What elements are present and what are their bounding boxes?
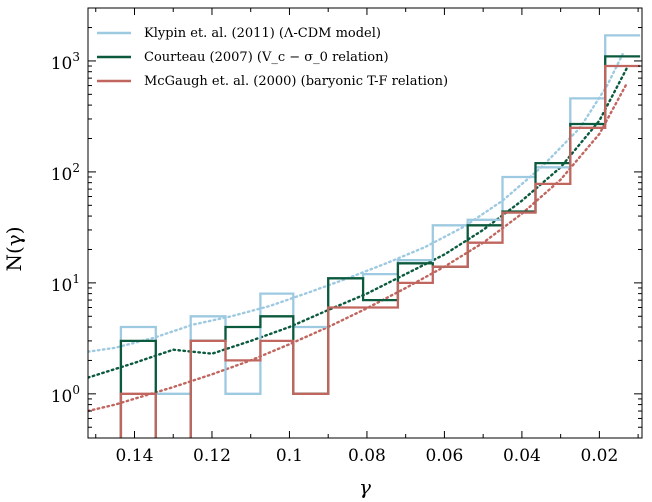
legend-label-1: Klypin et. al. (2011) (Λ-CDM model) [144,26,381,41]
legend-label-2: Courteau (2007) (V_c − σ_0 relation) [144,50,389,65]
fit-curve-3 [88,82,628,413]
x-tick-label: 0.14 [116,446,154,466]
x-tick-label: 0.02 [580,446,618,466]
y-axis-title: N(γ) [2,226,26,271]
axes: 0.14 0.12 0.1 0.08 0.06 0.04 0.02 100 101 102 103 [51,7,643,466]
x-tick-label: 0.1 [276,446,303,466]
y-tick-label: 103 [51,50,80,74]
histogram-2 [119,55,641,438]
x-tick-label: 0.06 [425,446,463,466]
plot-frame [87,7,643,439]
plot-area [88,34,641,438]
y-tick-label: 100 [51,383,80,407]
x-tick-label: 0.12 [193,446,231,466]
x-axis-title: γ [359,475,371,499]
y-tick-label: 102 [51,161,80,185]
fit-curve-1 [88,53,624,353]
x-tick-label: 0.08 [348,446,386,466]
fit-curve-2 [88,67,628,379]
legend-label-3: McGaugh et. al. (2000) (baryonic T-F rel… [144,74,448,89]
histogram-1 [119,34,641,438]
x-tick-label: 0.04 [503,446,541,466]
y-tick-label: 101 [51,272,80,296]
legend: Klypin et. al. (2011) (Λ-CDM model) Court… [97,26,448,89]
histogram-3 [119,64,641,438]
